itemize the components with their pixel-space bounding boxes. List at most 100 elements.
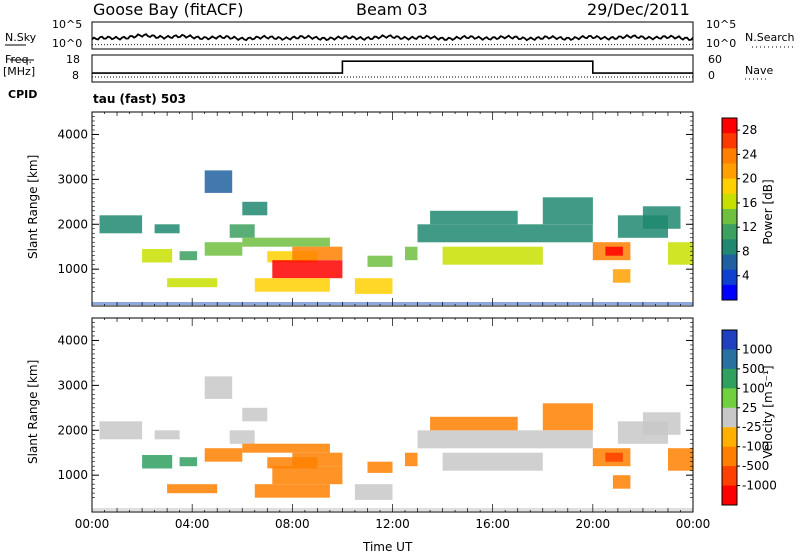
velocity-cell-16 — [405, 452, 418, 467]
velocity-cell-13 — [254, 484, 330, 498]
velocity-colorbar-frame — [721, 329, 738, 506]
power-cell-4 — [204, 170, 233, 193]
power-colorbar-label-4: 12 — [742, 220, 757, 234]
power-cell-20 — [542, 197, 593, 225]
velocity-colorbar-swatch-8 — [722, 485, 737, 506]
velocity-cell-14 — [354, 484, 393, 500]
power-cell-1 — [142, 249, 173, 263]
power-cell-19 — [430, 210, 518, 225]
velocity-cell-5 — [229, 430, 255, 444]
power-cell-8 — [204, 242, 243, 256]
freq-frame — [91, 54, 694, 83]
velocity-cell-11 — [272, 466, 343, 485]
freq-unit-label: [MHz] — [3, 65, 36, 78]
power-cell-24 — [642, 206, 681, 229]
noise-frame — [91, 21, 694, 50]
power-cell-18 — [442, 246, 543, 265]
noise-left-tick-high: 10^5 — [52, 18, 83, 31]
noise-right-tick-low: 10^0 — [706, 37, 737, 50]
x-tick-label-6: 00:00 — [676, 517, 711, 531]
power-colorbar-label-0: 28 — [742, 123, 757, 137]
velocity-colorbar-swatch-3 — [722, 388, 737, 409]
beam-title: Beam 03 — [356, 0, 428, 19]
velocity-frame — [91, 317, 694, 513]
power-colorbar-label-1: 24 — [742, 147, 757, 161]
velocity-cell-12 — [292, 452, 343, 467]
velocity-cell-0 — [99, 421, 143, 440]
power-ytick-label-0: 1000 — [57, 262, 88, 276]
nsky-label: N.Sky — [5, 31, 37, 44]
station-title: Goose Bay (fitACF) — [93, 0, 244, 19]
power-cell-9 — [242, 237, 330, 247]
velocity-ytick-label-2: 3000 — [57, 378, 88, 392]
power-cell-15 — [367, 255, 393, 267]
velocity-cell-4 — [204, 376, 233, 399]
noise-left-tick-low: 10^0 — [52, 37, 83, 50]
velocity-colorbar-swatch-7 — [722, 466, 737, 487]
x-tick-label-4: 16:00 — [475, 517, 510, 531]
power-cell-13 — [254, 278, 330, 292]
power-colorbar-swatch-8 — [722, 239, 737, 255]
velocity-cell-18 — [442, 452, 543, 471]
power-cell-7 — [167, 278, 218, 288]
velocity-cell-1 — [142, 455, 173, 469]
velocity-cell-2 — [154, 430, 180, 440]
power-cell-26 — [612, 269, 631, 283]
x-tick-label-2: 08:00 — [275, 517, 310, 531]
power-colorbar-label-2: 20 — [742, 172, 757, 186]
power-colorbar-swatch-0 — [722, 118, 737, 134]
velocity-colorbar-swatch-0 — [722, 330, 737, 350]
power-frame — [91, 111, 694, 307]
power-colorbar-label-5: 8 — [742, 244, 750, 258]
noise-sky-line — [91, 33, 694, 42]
power-cell-0 — [99, 215, 143, 234]
power-colorbar-swatch-4 — [722, 178, 737, 195]
nave-label: Nave — [745, 64, 774, 77]
x-axis-title: Time UT — [363, 540, 413, 554]
velocity-cell-9 — [242, 443, 330, 453]
power-colorbar-frame — [721, 117, 738, 301]
power-colorbar-swatch-10 — [722, 269, 737, 286]
velocity-cell-6 — [242, 407, 268, 422]
velocity-cell-15 — [367, 461, 393, 473]
velocity-cell-3 — [179, 457, 198, 467]
power-ytick-label-1: 2000 — [57, 217, 88, 231]
power-cell-6 — [242, 201, 268, 216]
power-cell-12 — [292, 246, 343, 261]
velocity-cell-19 — [430, 416, 518, 431]
power-colorbar-label-3: 16 — [742, 196, 757, 210]
velocity-cell-26 — [612, 475, 631, 489]
velocity-colorbar-label-4: -25 — [742, 420, 762, 434]
freq-left-tick-low: 8 — [72, 69, 79, 82]
freq-line — [92, 60, 693, 74]
velocity-cell-22 — [605, 452, 623, 462]
velocity-colorbar-label-2: 100 — [742, 381, 765, 395]
velocity-colorbar-label-7: -1000 — [742, 479, 777, 493]
velocity-ytick-label-1: 2000 — [57, 423, 88, 437]
freq-left-tick-high: 18 — [66, 53, 80, 66]
velocity-colorbar-label-6: -500 — [742, 459, 769, 473]
power-ytick-label-2: 3000 — [57, 172, 88, 186]
power-colorbar-swatch-1 — [722, 133, 737, 149]
power-colorbar-swatch-5 — [722, 193, 737, 210]
velocity-cell-17 — [417, 430, 593, 449]
velocity-cell-7 — [167, 484, 218, 494]
velocity-cell-24 — [642, 412, 681, 435]
power-colorbar-label-6: 4 — [742, 269, 750, 283]
velocity-ytick-label-0: 1000 — [57, 468, 88, 482]
velocity-colorbar-swatch-1 — [722, 349, 737, 370]
power-colorbar-swatch-6 — [722, 209, 737, 225]
power-cell-22 — [605, 246, 623, 256]
velocity-cell-20 — [542, 403, 593, 431]
date-title: 29/Dec/2011 — [587, 0, 690, 19]
power-cell-2 — [154, 224, 180, 234]
velocity-colorbar-label-5: -100 — [742, 440, 769, 454]
velocity-colorbar-swatch-5 — [722, 427, 737, 448]
velocity-colorbar-label-1: 500 — [742, 362, 765, 376]
x-tick-label-1: 04:00 — [175, 517, 210, 531]
velocity-colorbar-label-0: 1000 — [742, 342, 773, 356]
power-colorbar-swatch-11 — [722, 284, 737, 301]
power-colorbar-swatch-9 — [722, 254, 737, 271]
velocity-colorbar-swatch-4 — [722, 407, 737, 428]
